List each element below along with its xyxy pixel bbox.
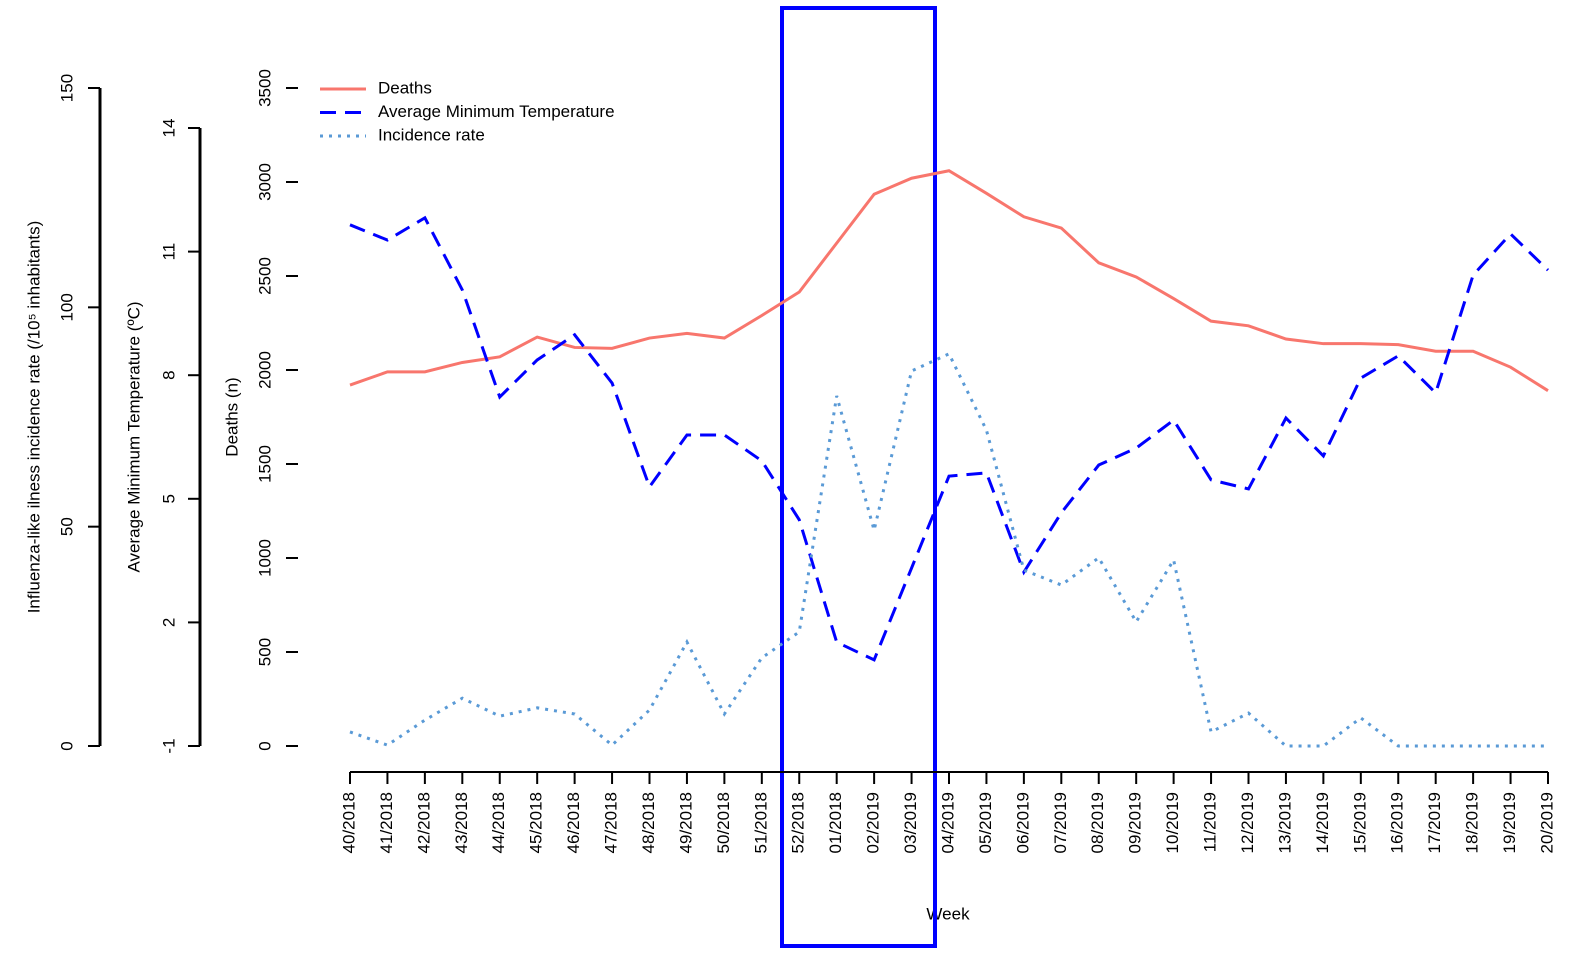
y-tick-label: 1000 [255,539,274,577]
y-tick-label: 100 [57,293,76,321]
series-line [349,351,1548,748]
x-tick-label: 14/2019 [1313,792,1332,853]
y-tick-label: 3500 [255,69,274,107]
x-tick-label: 16/2019 [1388,792,1407,853]
y-tick-label: 5 [159,494,178,503]
x-tick-label: 44/2018 [489,792,508,853]
y-tick-label: 2000 [255,351,274,389]
highlight-box [780,6,937,948]
x-tick-label: 43/2018 [452,792,471,853]
y-tick-label: 1500 [255,445,274,483]
x-tick-label: 52/2018 [789,792,808,853]
x-tick-label: 20/2019 [1537,792,1556,853]
y-tick-label: 8 [159,370,178,379]
x-tick-label: 03/2019 [901,792,920,853]
y-axis-label: Deaths (n) [222,377,241,456]
x-tick-label: 07/2019 [1051,792,1070,853]
x-tick-label: 01/2018 [826,792,845,853]
y-tick-label: 0 [57,741,76,750]
x-tick-label: 46/2018 [564,792,583,853]
x-tick-label: 08/2019 [1088,792,1107,853]
x-tick-label: 09/2019 [1126,792,1145,853]
series-line [349,215,1550,662]
y-tick-label: 11 [159,243,178,261]
x-tick-label: 41/2018 [377,792,396,853]
x-tick-label: 17/2019 [1425,792,1444,853]
legend-label: Deaths [378,78,432,97]
x-tick-label: 12/2019 [1238,792,1257,853]
x-tick-label: 06/2019 [1013,792,1032,853]
x-tick-label: 10/2019 [1163,792,1182,853]
y-axis-label: Influenza-like ilness incidence rate (/1… [24,221,43,614]
y-tick-label: 3000 [255,163,274,201]
x-tick-label: 45/2018 [527,792,546,853]
x-tick-label: 02/2019 [864,792,883,853]
y-tick-label: 500 [255,638,274,666]
legend-label: Average Minimum Temperature [378,102,615,121]
x-tick-label: 49/2018 [676,792,695,853]
x-tick-label: 13/2019 [1275,792,1294,853]
series-line [349,169,1549,392]
y-axis-label: Average Minimum Temperature (ºC) [124,301,143,572]
x-tick-label: 04/2019 [938,792,957,853]
x-tick-label: 50/2018 [714,792,733,853]
x-tick-label: 48/2018 [639,792,658,853]
x-tick-label: 15/2019 [1350,792,1369,853]
y-tick-label: 2500 [255,257,274,295]
x-tick-label: 42/2018 [414,792,433,853]
x-tick-label: 19/2019 [1500,792,1519,853]
y-tick-label: -1 [159,738,178,753]
y-tick-label: 150 [57,74,76,102]
x-tick-label: 47/2018 [602,792,621,853]
x-tick-label: 40/2018 [339,792,358,853]
x-tick-label: 11/2019 [1201,792,1220,852]
y-tick-label: 50 [57,517,76,536]
legend-label: Incidence rate [378,125,485,144]
x-axis-label: Week [926,904,970,923]
x-tick-label: 18/2019 [1463,792,1482,853]
y-tick-label: 0 [255,741,274,750]
y-tick-label: 2 [159,618,178,627]
y-tick-label: 14 [159,119,178,138]
x-tick-label: 51/2018 [751,792,770,853]
x-tick-label: 05/2019 [976,792,995,853]
